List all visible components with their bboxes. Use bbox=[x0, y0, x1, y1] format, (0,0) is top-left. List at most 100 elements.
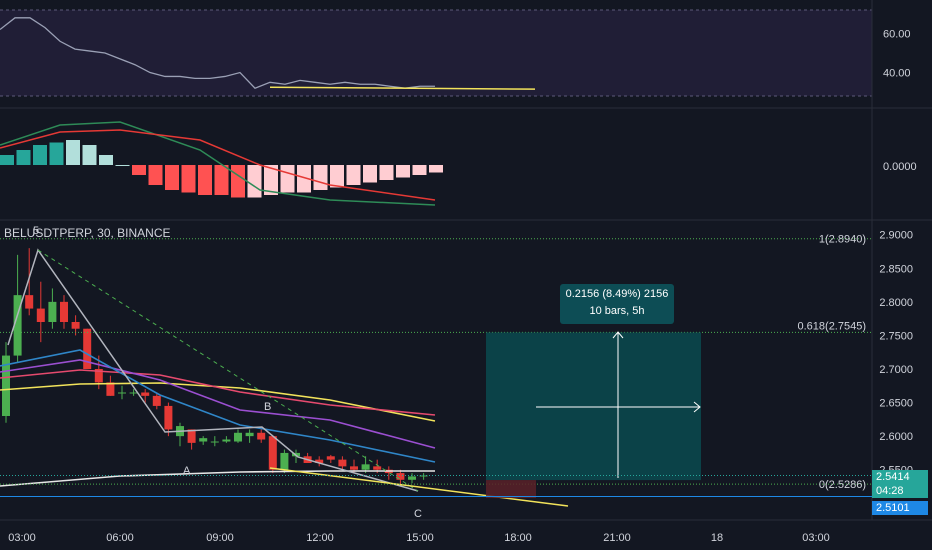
candle-body bbox=[268, 436, 277, 470]
candle-body bbox=[245, 432, 254, 437]
moving-average-line bbox=[0, 349, 436, 463]
price-tick: 2.6500 bbox=[879, 398, 913, 410]
candle-body bbox=[315, 459, 324, 463]
symbol-title: BELUSDTPERP, 30, BINANCE bbox=[4, 226, 171, 240]
macd-histogram-bar bbox=[247, 165, 262, 198]
macd-histogram-bar bbox=[16, 150, 31, 165]
measure-arrow-right bbox=[693, 401, 701, 413]
candle-body bbox=[25, 295, 34, 309]
candle-body bbox=[350, 466, 358, 470]
macd-histogram-bar bbox=[66, 140, 80, 165]
macd-histogram-bar bbox=[165, 165, 179, 190]
macd-histogram-bar bbox=[313, 165, 328, 190]
macd-histogram-bar bbox=[198, 165, 212, 195]
candle-body bbox=[199, 438, 208, 442]
candle-body bbox=[408, 476, 416, 480]
candle-body bbox=[373, 466, 382, 470]
macd-tick: 0.0000 bbox=[883, 161, 917, 173]
rsi-trend-line bbox=[269, 86, 536, 90]
macd-histogram-bar bbox=[181, 165, 196, 193]
target-zone bbox=[486, 332, 701, 481]
macd-histogram-bar bbox=[214, 165, 229, 195]
price-tick: 2.6000 bbox=[879, 431, 913, 443]
candle-body bbox=[257, 432, 266, 440]
price-tick: 2.7000 bbox=[879, 364, 913, 376]
macd-histogram-bar bbox=[379, 165, 394, 180]
candle-body bbox=[129, 392, 138, 394]
candle-body bbox=[83, 328, 92, 369]
macd-histogram-bar bbox=[99, 155, 113, 165]
time-tick: 18 bbox=[711, 532, 723, 544]
trend-line bbox=[269, 467, 569, 507]
candle-body bbox=[71, 322, 80, 329]
wave-path bbox=[7, 248, 419, 492]
macd-histogram-bar bbox=[363, 165, 377, 183]
candle-body bbox=[222, 439, 231, 442]
macd-histogram-bar bbox=[297, 165, 311, 193]
fib-label-1: 1(2.8940) bbox=[819, 234, 866, 246]
candle-body bbox=[234, 432, 242, 442]
rsi-band bbox=[0, 10, 872, 96]
macd-histogram-bar bbox=[115, 165, 130, 166]
macd-histogram-bar bbox=[346, 165, 361, 185]
macd-histogram-bar bbox=[280, 165, 295, 193]
price-tick: 2.9000 bbox=[879, 230, 913, 242]
candle-body bbox=[2, 355, 10, 416]
macd-signal-line bbox=[0, 121, 436, 206]
moving-average-line bbox=[0, 470, 435, 487]
measure-arrow-up bbox=[612, 331, 624, 339]
time-tick: 06:00 bbox=[106, 532, 134, 544]
macd-histogram-bar bbox=[0, 155, 14, 165]
wave-channel bbox=[37, 249, 419, 492]
time-tick: 21:00 bbox=[603, 532, 631, 544]
macd-histogram-bar bbox=[264, 165, 278, 195]
macd-histogram-bar bbox=[231, 165, 245, 198]
moving-average-line bbox=[0, 369, 436, 416]
rsi-tick: 60.00 bbox=[883, 28, 911, 40]
candle-body bbox=[152, 395, 161, 406]
rsi-line bbox=[0, 17, 435, 89]
candle-body bbox=[280, 452, 289, 470]
macd-histogram-bar bbox=[429, 165, 443, 173]
candle-body bbox=[361, 464, 370, 470]
time-tick: 03:00 bbox=[802, 532, 830, 544]
candle-body bbox=[13, 295, 22, 356]
moving-average-line bbox=[0, 359, 436, 449]
candle-body bbox=[164, 405, 173, 430]
candle-body bbox=[48, 301, 57, 322]
fib-label-618: 0.618(2.7545) bbox=[798, 320, 867, 332]
measure-change: 0.2156 (8.49%) 2156 bbox=[565, 288, 669, 300]
last-price-label: 2.5414 bbox=[872, 470, 928, 484]
candle-body bbox=[210, 441, 219, 443]
wave-label-5: 5 bbox=[33, 225, 39, 237]
candle-body bbox=[106, 382, 115, 396]
macd-histogram-bar bbox=[412, 165, 427, 175]
macd-histogram-bar bbox=[33, 145, 47, 165]
candle-body bbox=[118, 392, 126, 394]
wave-label-b: B bbox=[264, 401, 271, 413]
moving-average-line bbox=[0, 382, 436, 422]
candle-body bbox=[94, 369, 103, 383]
candle-body bbox=[396, 473, 405, 480]
candle-body bbox=[141, 392, 150, 396]
time-tick: 03:00 bbox=[8, 532, 36, 544]
time-tick: 18:00 bbox=[504, 532, 532, 544]
candle-body bbox=[187, 429, 196, 443]
rsi-tick: 40.00 bbox=[883, 68, 911, 80]
price-tick: 2.8500 bbox=[879, 263, 913, 275]
countdown-label: 04:28 bbox=[872, 484, 928, 498]
price-line-label: 2.5101 bbox=[872, 501, 928, 515]
time-tick: 09:00 bbox=[206, 532, 234, 544]
macd-histogram-bar bbox=[49, 142, 64, 165]
price-tick: 2.7500 bbox=[879, 330, 913, 342]
measure-tooltip: 0.2156 (8.49%) 2156 10 bars, 5h bbox=[560, 284, 674, 324]
macd-histogram-bar bbox=[82, 145, 97, 165]
macd-histogram-bar bbox=[396, 165, 410, 178]
macd-histogram-bar bbox=[148, 165, 163, 185]
macd-histogram-bar bbox=[330, 165, 344, 188]
time-tick: 12:00 bbox=[306, 532, 334, 544]
candle-body bbox=[338, 459, 347, 467]
time-tick: 15:00 bbox=[406, 532, 434, 544]
